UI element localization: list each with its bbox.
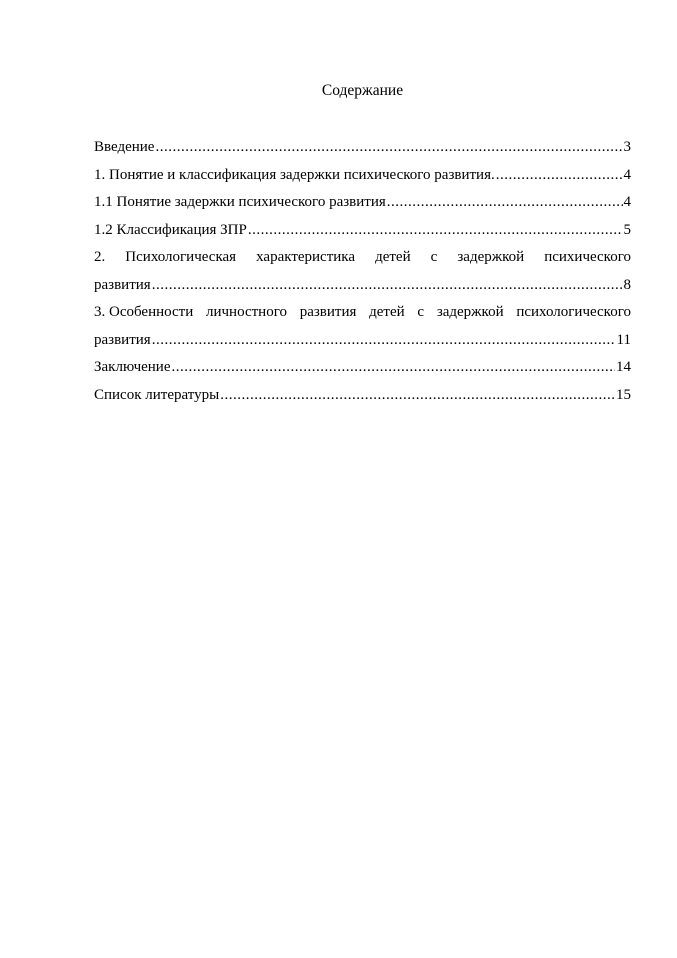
page-title: Содержание bbox=[321, 82, 404, 99]
toc-entry-first-line[interactable]: 3. Особенности личностного развития дете… bbox=[94, 302, 631, 330]
dot-leader bbox=[155, 137, 622, 157]
word: психологического bbox=[516, 304, 631, 320]
word: с bbox=[430, 249, 438, 265]
toc-entry-first-line[interactable]: 2. Психологическая характеристика детей … bbox=[94, 247, 631, 275]
toc-entry[interactable]: развития 11 bbox=[94, 330, 631, 358]
word: 2. bbox=[94, 249, 106, 265]
toc-entry-text: Введение bbox=[94, 139, 155, 155]
dot-leader bbox=[172, 357, 616, 377]
toc-entry-text: Заключение bbox=[94, 359, 171, 375]
toc-entry-text: 1. Понятие и классификация задержки псих… bbox=[94, 166, 495, 183]
table-of-contents: Введение 3 1. Понятие и классификация зад… bbox=[94, 137, 631, 412]
toc-entry-text: развития bbox=[94, 331, 151, 348]
dot-leader bbox=[496, 165, 623, 185]
word: Психологическая bbox=[125, 249, 237, 265]
toc-page-number: 15 bbox=[616, 386, 631, 403]
toc-entry[interactable]: Список литературы 15 bbox=[94, 385, 631, 413]
toc-entry[interactable]: 1.1 Понятие задержки психического развит… bbox=[94, 192, 631, 220]
toc-page-number: 4 bbox=[623, 166, 632, 183]
word: психического bbox=[544, 249, 631, 265]
dot-leader bbox=[152, 330, 616, 350]
toc-page-number: 11 bbox=[616, 331, 631, 348]
toc-entry[interactable]: Заключение 14 bbox=[94, 357, 631, 385]
toc-entry[interactable]: 1.2 Классификация ЗПР 5 bbox=[94, 220, 631, 248]
toc-entry[interactable]: Введение 3 bbox=[94, 137, 631, 165]
dot-leader bbox=[220, 385, 615, 405]
word: 3. Особенности bbox=[94, 304, 194, 320]
toc-entry[interactable]: 1. Понятие и классификация задержки псих… bbox=[94, 165, 631, 193]
toc-entry[interactable]: развития 8 bbox=[94, 275, 631, 303]
toc-page-number: 3 bbox=[623, 139, 632, 155]
word: с bbox=[417, 304, 425, 320]
dot-leader bbox=[152, 275, 623, 295]
word: развития bbox=[299, 304, 357, 320]
toc-entry-text: 1.1 Понятие задержки психического развит… bbox=[94, 194, 386, 210]
dot-leader bbox=[387, 192, 623, 212]
toc-entry-text: развития bbox=[94, 276, 151, 293]
toc-page-number: 14 bbox=[616, 359, 631, 375]
word: детей bbox=[375, 249, 411, 265]
word: личностного bbox=[206, 304, 287, 320]
word: задержкой bbox=[436, 304, 504, 320]
toc-page-number: 8 bbox=[623, 276, 632, 293]
toc-page-number: 4 bbox=[623, 194, 632, 210]
toc-entry-text: 1.2 Классификация ЗПР bbox=[94, 221, 247, 238]
toc-entry-text: Список литературы bbox=[94, 386, 220, 403]
dot-leader bbox=[248, 220, 623, 240]
word: характеристика bbox=[256, 249, 356, 265]
word: задержкой bbox=[457, 249, 525, 265]
toc-page-number: 5 bbox=[623, 221, 632, 238]
word: детей bbox=[369, 304, 405, 320]
